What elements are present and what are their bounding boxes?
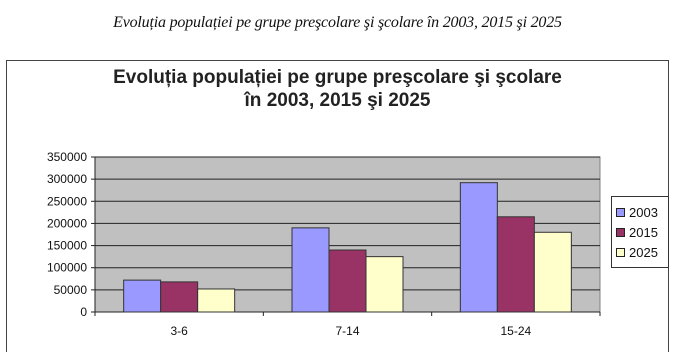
legend-swatch-2003 (616, 207, 625, 217)
bar-2003-15-24 (459, 182, 498, 313)
x-tick-label: 3-6 (170, 324, 188, 338)
x-tick-label: 7-14 (335, 324, 359, 338)
chart-title-line-1: Evoluția populației pe grupe preşcolare … (113, 67, 562, 88)
legend-item-2003: 2003 (616, 202, 668, 222)
y-tick-label: 150000 (47, 239, 87, 253)
chart-legend: 2003 2015 2025 (611, 196, 669, 268)
bar-2025-15-24 (533, 231, 572, 313)
bar-2003-3-6 (123, 279, 162, 313)
bar-2025-3-6 (197, 288, 236, 313)
y-tick-label: 0 (80, 305, 87, 319)
y-tick-label: 100000 (47, 261, 87, 275)
legend-swatch-2015 (616, 227, 625, 237)
chart-title: Evoluția populației pe grupe preşcolare … (0, 66, 675, 112)
legend-label-2025: 2025 (629, 244, 658, 260)
bar-2015-15-24 (496, 216, 535, 313)
legend-label-2015: 2015 (629, 224, 658, 240)
legend-label-2003: 2003 (629, 204, 658, 220)
bar-2015-3-6 (160, 281, 199, 313)
bar-2003-7-14 (291, 227, 330, 313)
legend-swatch-2025 (616, 247, 625, 257)
bar-2015-7-14 (328, 249, 367, 313)
y-tick-label: 200000 (47, 216, 87, 230)
legend-item-2015: 2015 (616, 222, 668, 242)
chart-title-line-2: în 2003, 2015 şi 2025 (244, 90, 431, 111)
y-tick-label: 300000 (47, 172, 87, 186)
legend-item-2025: 2025 (616, 242, 668, 262)
y-tick-label: 350000 (47, 150, 87, 164)
figure-caption: Evoluția populației pe grupe preşcolare … (113, 14, 562, 31)
x-tick-label: 15-24 (500, 324, 531, 338)
bar-2025-7-14 (365, 256, 404, 313)
y-tick-label: 250000 (47, 194, 87, 208)
y-tick-label: 50000 (54, 283, 88, 297)
